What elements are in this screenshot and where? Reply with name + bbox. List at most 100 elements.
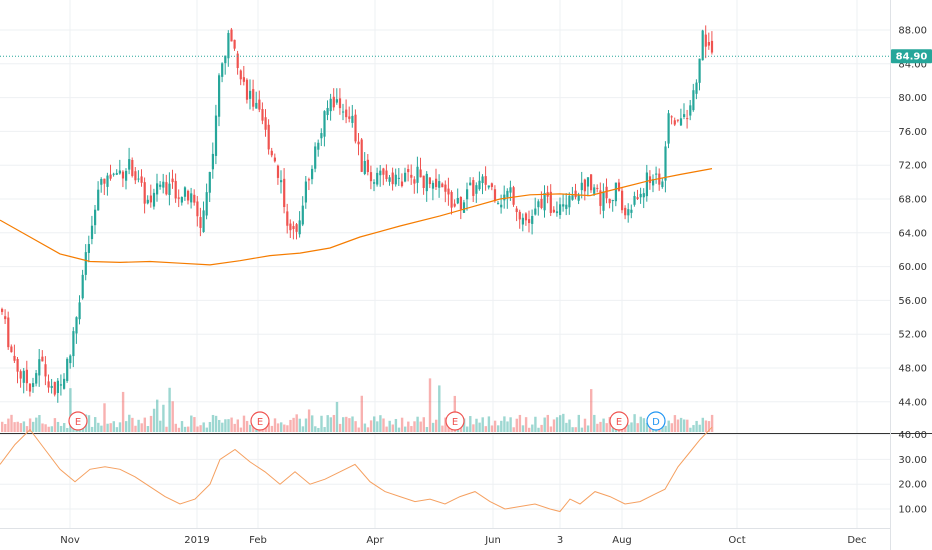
candle-body [435,178,438,188]
candle-body [385,170,388,180]
volume-bar [704,420,708,432]
volume-bar [407,421,410,432]
volume-bar [518,414,522,432]
volume-bar [112,421,115,432]
candle-body [590,174,593,191]
candle-body [196,201,199,217]
volume-bar [16,421,19,432]
candle-body [332,96,335,108]
candle-body [301,205,304,225]
candle-body [397,177,400,179]
volume-bar [608,416,611,432]
volume-bar [221,422,224,432]
volume-bar [373,416,376,432]
volume-bar [509,417,512,432]
volume-bar [400,417,404,432]
candle-body [121,171,125,179]
volume-bar [174,423,177,432]
candle-body [413,179,416,184]
event-marker-e[interactable]: E [68,411,88,431]
candle-body [376,172,379,185]
candle-body [602,191,605,211]
candle-body [493,189,497,202]
candle-body [571,195,574,200]
volume-bar [379,415,382,432]
price-tick-label: 44.00 [898,397,927,408]
time-tick-label: Jun [484,535,501,546]
candle-body [608,198,611,204]
moving-average-line [0,168,713,266]
candle-body [549,191,552,213]
candle-body [242,77,245,82]
candle-body [648,176,652,183]
candle-body [183,187,187,197]
candle-body [652,179,655,186]
volume-bar [298,418,301,432]
volume-bar [490,425,494,432]
volume-bar [233,423,236,432]
candle-body [72,331,75,357]
volume-bar [583,418,587,432]
candle-body [524,213,528,221]
volume-bar [249,424,252,432]
candle-body [459,196,462,210]
candle-body [676,119,679,121]
candle-body [475,185,478,194]
volume-bar [689,427,692,432]
candle-body [227,33,230,59]
volume-bar [667,420,670,432]
candle-body [174,180,177,199]
candle-body [56,380,59,393]
candle-body [323,111,326,137]
volume-bar [475,418,478,432]
candle-body [416,166,419,183]
volume-bar [549,426,553,432]
volume-bar [273,418,277,432]
volume-bar [444,417,447,432]
candle-body [66,358,69,381]
price-tick-label: 56.00 [898,296,927,307]
volume-bar [35,417,38,432]
candle-body [224,55,227,64]
last-price-label: 84.90 [896,52,928,63]
volume-bar [332,414,336,432]
volume-bar [146,426,150,432]
volume-bar [695,420,698,432]
volume-bar [376,421,379,432]
volume-bar [134,425,137,432]
candle-body [112,173,115,175]
candle-body [165,182,168,195]
candle-body [280,180,283,183]
candle-body [562,204,565,207]
candle-body [264,117,267,130]
volume-bar [140,423,143,432]
candle-body [320,133,323,139]
volume-bar [357,427,360,432]
candle-body [354,114,357,142]
candle-body [611,200,614,202]
event-marker-e[interactable]: E [250,411,270,431]
time-tick-label: Nov [60,535,80,546]
volume-bar [574,427,577,432]
candle-body [621,190,624,211]
candle-body [338,98,342,109]
candle-body [100,179,103,185]
event-marker-e[interactable]: E [445,411,465,431]
candle-body [664,146,667,181]
volume-bar [224,419,227,432]
volume-bar [63,423,66,432]
volume-bar [242,415,246,432]
event-marker-e[interactable]: E [609,411,629,431]
candle-body [534,208,537,215]
candle-body [16,359,19,372]
event-marker-d[interactable]: D [646,411,666,431]
volume-bar [196,426,199,432]
volume-bar [106,423,109,432]
candle-body [329,98,332,112]
candle-body [202,210,205,232]
candle-body [307,179,311,181]
volume-bar [28,418,32,432]
event-marker-label: D [652,417,660,428]
candle-body [565,204,568,209]
